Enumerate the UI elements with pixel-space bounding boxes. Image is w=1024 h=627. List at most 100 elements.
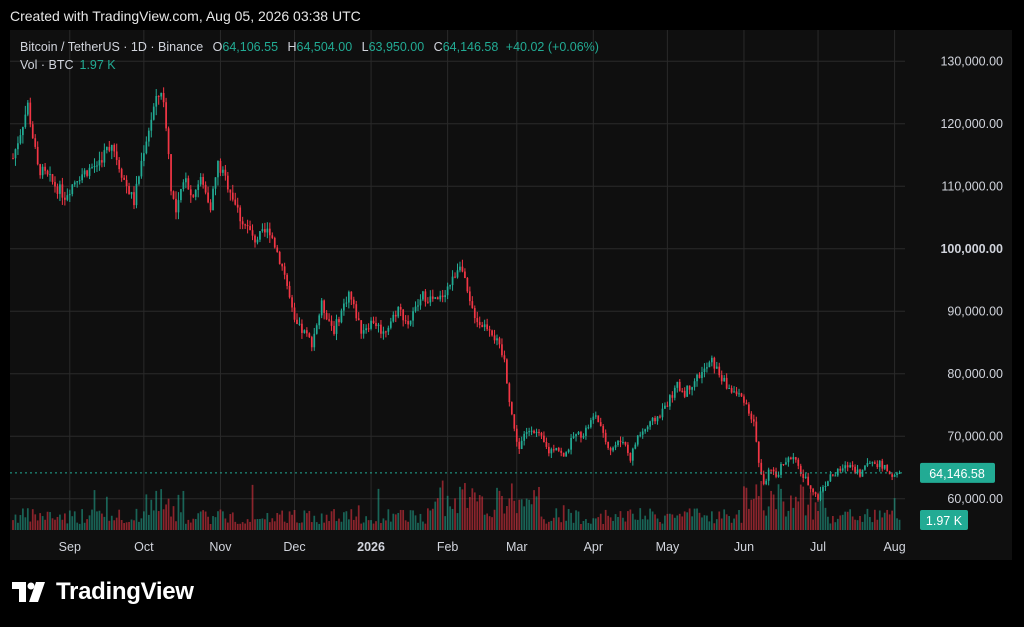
volume-bar xyxy=(861,521,864,530)
volume-bar xyxy=(745,487,748,530)
volume-bar xyxy=(360,523,363,530)
volume-bar xyxy=(678,513,681,530)
volume-bar xyxy=(254,519,256,530)
candle-body xyxy=(627,444,629,453)
candle-body xyxy=(661,408,664,418)
candle-body xyxy=(634,444,637,449)
volume-bar xyxy=(244,523,246,530)
volume-bar xyxy=(140,518,143,530)
candle-body xyxy=(155,96,158,107)
candle-body xyxy=(836,468,839,476)
volume-bar xyxy=(345,511,348,530)
candle-body xyxy=(567,449,570,453)
candle-body xyxy=(669,395,671,407)
volume-bar xyxy=(723,509,726,530)
volume-bar xyxy=(24,517,27,530)
candle-body xyxy=(350,291,353,300)
candle-body xyxy=(701,372,703,379)
volume-bar xyxy=(478,495,481,530)
candle-body xyxy=(222,169,224,173)
candle-body xyxy=(804,476,807,478)
volume-bar xyxy=(63,513,66,530)
volume-bar xyxy=(229,514,232,530)
volume-bar xyxy=(767,506,770,530)
candle-body xyxy=(827,481,829,486)
candle-body xyxy=(63,197,66,200)
candle-body xyxy=(362,330,365,334)
volume-bar xyxy=(429,510,432,530)
volume-bar xyxy=(713,523,716,530)
volume-bar xyxy=(483,514,486,530)
candle-body xyxy=(646,426,649,430)
chart-panel[interactable]: 130,000.00 120,000.00 110,000.00 100,000.00… xyxy=(10,30,1012,560)
volume-bar xyxy=(577,511,580,530)
candle-body xyxy=(550,449,553,454)
volume-bar xyxy=(587,522,590,530)
candle-body xyxy=(273,237,276,248)
volume-bar xyxy=(165,504,167,530)
volume-bar xyxy=(538,486,540,530)
candle-body xyxy=(387,327,390,332)
candle-body xyxy=(473,308,476,319)
volume-bar xyxy=(718,511,721,530)
candle-body xyxy=(819,491,822,500)
volume-bar xyxy=(330,511,333,530)
volume-bar xyxy=(157,511,160,530)
candle-body xyxy=(703,368,706,373)
candle-body xyxy=(76,181,79,183)
candle-body xyxy=(370,320,372,329)
volume-bars xyxy=(12,480,901,530)
candle-body xyxy=(755,421,758,442)
candle-body xyxy=(110,144,113,151)
candle-body xyxy=(686,385,689,397)
candle-body xyxy=(367,328,370,330)
candle-body xyxy=(506,359,508,384)
x-tick-label: Jun xyxy=(734,540,754,554)
volume-bar xyxy=(794,496,797,530)
candle-body xyxy=(523,433,526,441)
volume-bar xyxy=(101,513,103,530)
volume-label: Vol · BTC xyxy=(20,58,74,72)
candle-body xyxy=(846,465,849,468)
volume-bar xyxy=(886,509,889,530)
volume-bar xyxy=(372,523,375,530)
candle-body xyxy=(360,320,363,334)
volume-bar xyxy=(548,521,550,530)
volume-bar xyxy=(545,523,548,530)
candle-body xyxy=(730,388,733,393)
candle-body xyxy=(209,202,212,211)
candle-body xyxy=(125,179,128,187)
candle-body xyxy=(688,385,691,390)
candle-body xyxy=(172,191,175,199)
price-chart[interactable]: 130,000.00 120,000.00 110,000.00 100,000.00… xyxy=(10,30,1012,560)
volume-bar xyxy=(431,508,434,530)
candle-body xyxy=(251,230,254,236)
candle-body xyxy=(175,198,177,213)
volume-bar xyxy=(582,520,585,530)
volume-bar xyxy=(649,508,651,530)
candle-body xyxy=(301,323,303,333)
volume-bar xyxy=(347,519,350,530)
volume-bar xyxy=(380,523,382,530)
candle-body xyxy=(115,151,118,161)
volume-bar xyxy=(819,494,822,530)
candle-body xyxy=(343,303,345,311)
volume-bar xyxy=(296,522,298,530)
tradingview-brand[interactable]: TradingView xyxy=(12,578,194,606)
volume-bar xyxy=(286,522,288,530)
candle-body xyxy=(461,266,464,272)
candle-body xyxy=(673,387,676,398)
volume-bar xyxy=(498,490,501,530)
symbol-name[interactable]: Bitcoin / TetherUS · 1D · Binance xyxy=(20,40,204,54)
low-label: L xyxy=(361,40,369,54)
volume-bar xyxy=(234,521,237,530)
volume-bar xyxy=(31,509,34,530)
volume-bar xyxy=(515,513,518,530)
volume-bar xyxy=(303,510,306,530)
candle-body xyxy=(483,324,486,328)
volume-bar xyxy=(523,506,526,530)
volume-bar xyxy=(256,519,259,530)
candle-body xyxy=(710,357,713,363)
volume-bar xyxy=(357,505,360,530)
volume-bar xyxy=(575,510,577,530)
